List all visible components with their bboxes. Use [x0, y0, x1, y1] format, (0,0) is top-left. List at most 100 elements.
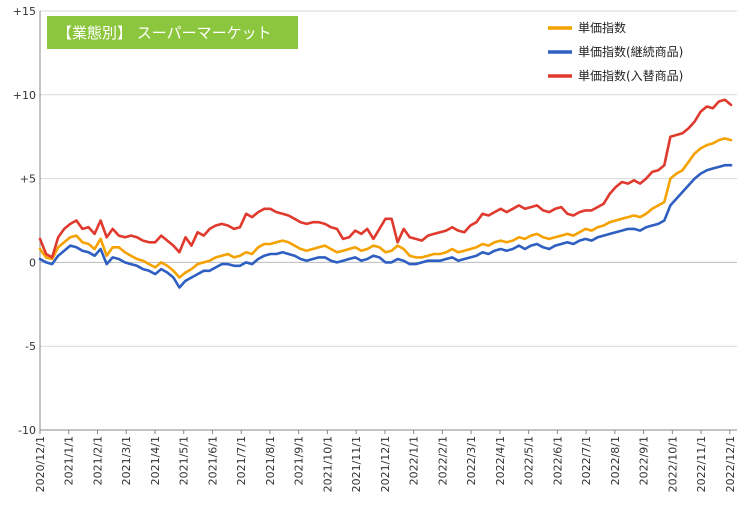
data-point	[342, 259, 344, 262]
data-point	[245, 213, 247, 215]
x-tick-labels: 2020/12/1 2021/1/1 2021/2/1 2021/3/1 2021/4/…	[34, 436, 737, 492]
data-point	[584, 209, 587, 212]
data-point	[687, 161, 690, 163]
data-point	[439, 231, 441, 233]
data-point	[627, 228, 629, 230]
data-point	[136, 258, 138, 260]
data-point	[693, 152, 696, 155]
data-point	[299, 258, 302, 260]
data-point	[93, 254, 96, 257]
x-tick-label: 2022/1/1	[408, 436, 421, 485]
data-point	[542, 209, 544, 212]
data-point	[530, 244, 532, 247]
data-point	[645, 226, 647, 228]
data-point	[45, 261, 47, 264]
series-line-0	[38, 137, 733, 279]
data-point	[408, 263, 411, 265]
data-point	[560, 234, 563, 237]
data-point	[554, 236, 556, 239]
data-point	[111, 228, 114, 230]
data-point	[718, 100, 720, 103]
data-point	[154, 266, 156, 269]
data-point	[172, 244, 175, 247]
data-point	[342, 238, 344, 240]
data-point	[621, 181, 623, 183]
data-point	[542, 236, 544, 239]
x-tick-label: 2022/4/1	[494, 436, 507, 485]
data-point	[124, 261, 126, 264]
data-point	[87, 243, 90, 245]
data-point	[651, 171, 653, 173]
data-point	[499, 239, 502, 242]
data-point	[287, 253, 290, 255]
data-point	[512, 239, 514, 242]
data-point	[681, 132, 684, 135]
legend-label: 単価指数(入替商品)	[578, 68, 683, 83]
data-point	[378, 246, 381, 249]
data-point	[372, 244, 375, 247]
x-tick-label: 2021/6/1	[206, 436, 219, 485]
data-point	[639, 216, 641, 218]
data-point	[384, 261, 387, 264]
data-point	[354, 256, 357, 259]
data-point	[699, 172, 702, 175]
data-point	[554, 208, 556, 210]
data-point	[45, 256, 47, 259]
x-tick-label: 2021/5/1	[178, 436, 191, 485]
data-point	[730, 139, 732, 141]
data-point	[221, 223, 223, 225]
data-point	[718, 166, 720, 168]
data-point	[675, 172, 678, 175]
data-point	[433, 253, 435, 255]
data-point	[548, 248, 550, 250]
data-point	[105, 263, 108, 265]
data-point	[724, 164, 726, 166]
data-point	[469, 224, 472, 227]
data-point	[566, 213, 569, 215]
data-point	[166, 271, 169, 274]
data-point	[590, 239, 593, 242]
data-point	[536, 204, 538, 207]
data-point	[415, 256, 417, 259]
data-point	[384, 251, 387, 254]
data-point	[233, 256, 235, 259]
x-tick-label: 2021/8/1	[264, 436, 277, 485]
data-point	[651, 208, 653, 210]
data-point	[645, 213, 647, 215]
data-point	[518, 204, 520, 207]
title-badge-background	[47, 16, 298, 49]
data-point	[184, 280, 187, 282]
data-point	[142, 259, 144, 262]
data-point	[354, 229, 357, 232]
x-tick-label: 2022/9/1	[638, 436, 651, 485]
y-tick-labels: +15 +10 +5 0 -5 -10	[13, 5, 36, 437]
data-point	[524, 238, 526, 240]
data-point	[105, 236, 108, 239]
data-point	[687, 184, 690, 187]
data-point	[463, 258, 466, 260]
data-point	[699, 147, 702, 150]
x-tick-label: 2021/4/1	[149, 436, 162, 485]
data-point	[142, 239, 144, 242]
data-point	[378, 256, 381, 259]
data-point	[657, 204, 660, 207]
data-point	[493, 211, 496, 213]
data-point	[675, 197, 678, 200]
data-point	[366, 248, 369, 250]
data-point	[712, 167, 714, 170]
data-point	[402, 248, 405, 250]
data-point	[63, 249, 65, 252]
data-point	[251, 263, 253, 265]
data-point	[536, 233, 538, 235]
data-point	[499, 208, 502, 210]
data-point	[439, 253, 441, 255]
data-point	[524, 208, 526, 210]
data-point	[354, 246, 357, 249]
data-point	[324, 256, 326, 259]
data-point	[281, 213, 284, 215]
data-point	[590, 229, 593, 232]
data-point	[366, 228, 369, 230]
data-point	[75, 219, 78, 222]
data-point	[293, 254, 296, 257]
